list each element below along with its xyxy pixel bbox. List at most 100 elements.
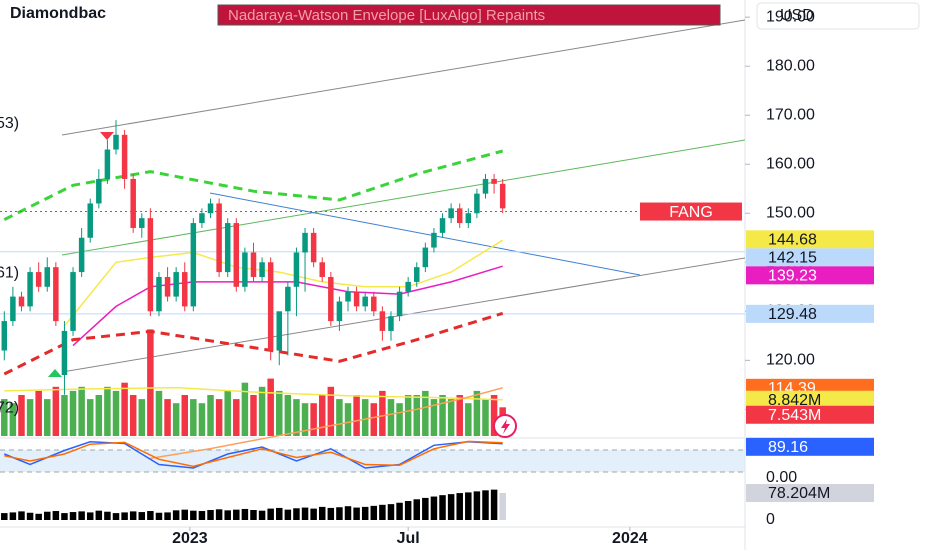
volume-bar (422, 390, 429, 436)
volume-bar (439, 395, 446, 436)
price-tag: 144.68 (768, 232, 817, 249)
volume-bar (9, 403, 17, 436)
volume-bar (215, 399, 223, 436)
candle-body (207, 203, 214, 214)
histogram-bar (78, 511, 85, 520)
candle-body (439, 218, 446, 233)
stoch-tick-label: 0.00 (766, 469, 797, 486)
y-tick-label: 150.00 (766, 204, 815, 221)
volume-bar (241, 382, 249, 436)
volume-bar (482, 399, 489, 436)
volume-bar (447, 399, 455, 436)
price-tag: 129.48 (768, 306, 817, 323)
candle-body (362, 296, 368, 307)
histogram-bar (413, 499, 421, 520)
histogram-bar (86, 512, 94, 520)
volume-tag: 8.842M (768, 392, 821, 409)
histogram-bar (26, 512, 34, 520)
volume-bar (276, 390, 283, 436)
currency: USD (780, 7, 814, 24)
candle-body (482, 178, 489, 194)
alert-bolt (501, 419, 510, 434)
histogram-bar (310, 508, 317, 520)
volume-bar (490, 395, 498, 436)
candle-body (431, 232, 437, 248)
volume-bar (86, 399, 94, 436)
candle-body (96, 178, 102, 204)
candle-body (173, 272, 179, 297)
histogram-bar (353, 507, 360, 520)
y-tick-label: 170.00 (766, 106, 815, 123)
volume-bar (456, 395, 463, 436)
price-tag: 139.23 (768, 268, 817, 285)
price-tag-bg (746, 248, 874, 267)
histogram-bar (35, 513, 42, 520)
candle-body (310, 232, 317, 263)
candle-body (371, 296, 377, 312)
candle-body (156, 276, 162, 312)
trend-line (61, 139, 745, 256)
candle-body (78, 237, 85, 273)
candle-body (328, 276, 334, 322)
candle-body (250, 252, 257, 277)
candle-body (113, 134, 119, 150)
volume-bar (172, 403, 180, 436)
histogram-bar (121, 512, 128, 520)
y-tick-label: 160.00 (766, 155, 815, 172)
histogram-bar (422, 497, 429, 520)
volume-bar (361, 399, 369, 436)
volume-bar (379, 390, 386, 436)
candle-body (345, 291, 351, 302)
volume-bar (147, 329, 154, 436)
histogram-bar (147, 511, 154, 520)
histogram-bar (215, 509, 223, 520)
volume-bar (284, 395, 292, 436)
volume-bar (233, 399, 240, 436)
currency-button[interactable] (756, 2, 920, 30)
candle-body (35, 272, 42, 287)
x-tick-label: Jul (397, 530, 420, 547)
symbol-tag-bg (640, 202, 742, 221)
histogram-bar (284, 509, 292, 520)
candle-body (474, 193, 480, 214)
volume-ma (4, 386, 503, 401)
histogram-bar (233, 509, 240, 520)
candle-body (130, 178, 136, 228)
candle-body (353, 291, 360, 307)
candle-body (491, 178, 497, 184)
symbol-title: Diamondbac (10, 5, 106, 22)
histogram-tag: 78.204M (768, 485, 830, 502)
candle-body (216, 203, 222, 273)
histogram-bar (207, 509, 214, 520)
price-tag-bg (746, 304, 874, 323)
candle-body (448, 208, 454, 219)
histogram-bar (344, 506, 352, 520)
trend-line (61, 257, 745, 373)
indicator-label: 61) (0, 264, 19, 281)
histogram-bar (370, 505, 378, 520)
volume-bar (336, 399, 343, 436)
histogram-bar (267, 508, 274, 520)
histogram-bar (301, 507, 309, 520)
volume-bar (190, 399, 197, 436)
candle-body (302, 232, 308, 253)
plot (0, 19, 745, 520)
candle-body (422, 247, 429, 268)
volume-bar (310, 403, 317, 436)
histogram-bar (447, 494, 455, 520)
volume-bar (78, 386, 85, 436)
volume-bar (301, 403, 309, 436)
histogram-bar (129, 511, 137, 520)
histogram-bar (404, 501, 412, 520)
volume-bar (44, 399, 51, 436)
candle-body (259, 262, 265, 277)
histogram-bar (181, 509, 188, 520)
histogram-bar (430, 496, 438, 520)
volume-bar (293, 399, 300, 436)
candle-body (293, 252, 300, 287)
y-tick-label: 120.00 (766, 352, 815, 369)
histogram-bar (456, 493, 463, 520)
volume-bar (61, 395, 68, 436)
volume-bar (250, 395, 257, 436)
